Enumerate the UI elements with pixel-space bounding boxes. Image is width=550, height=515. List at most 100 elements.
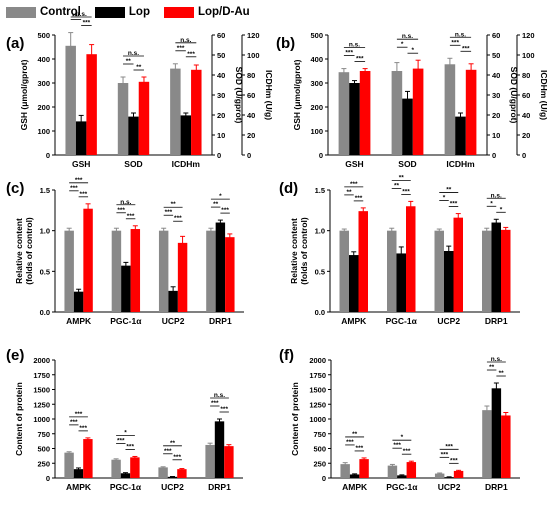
bar-lop-2 bbox=[167, 476, 178, 478]
x-tick-label: AMPK bbox=[66, 482, 92, 492]
y-tick-label: 500 bbox=[313, 445, 326, 454]
sig-label: ** bbox=[489, 364, 495, 371]
bar-lop-3 bbox=[491, 388, 502, 478]
sig-label: ** bbox=[136, 64, 142, 71]
bar-control-1 bbox=[387, 230, 397, 312]
sig-label: *** bbox=[164, 448, 172, 455]
right-y-tick-label-2: 120 bbox=[522, 31, 535, 40]
y-tick-label: 1.0 bbox=[315, 227, 325, 236]
y-tick-label: 2000 bbox=[33, 356, 50, 365]
y-tick-label: 200 bbox=[37, 103, 50, 112]
x-tick-label: UCP2 bbox=[437, 316, 460, 326]
y-tick-label: 400 bbox=[37, 55, 50, 64]
bar-control-3 bbox=[205, 444, 215, 478]
y-axis-label: GSH (μmol/gprot) bbox=[19, 59, 29, 130]
y-tick-label: 0 bbox=[319, 151, 323, 160]
bar-lopdau-2 bbox=[465, 69, 477, 155]
y-axis-label: Content of protein bbox=[14, 382, 24, 456]
sig-label: *** bbox=[355, 195, 363, 202]
sig-label: *** bbox=[211, 400, 219, 407]
right-y-tick-label: 60 bbox=[217, 31, 225, 40]
sig-label: *** bbox=[462, 45, 470, 52]
y-tick-label: 100 bbox=[310, 127, 323, 136]
x-tick-label: SOD bbox=[398, 159, 416, 169]
x-tick-label: AMPK bbox=[341, 316, 367, 326]
bar-lop-1 bbox=[397, 475, 407, 478]
sig-label: ** bbox=[399, 174, 405, 181]
sig-label: *** bbox=[127, 213, 135, 220]
sig-label: n.s. bbox=[180, 37, 191, 44]
bar-lop-0 bbox=[73, 469, 84, 478]
right-y-tick-label-2: 100 bbox=[522, 51, 535, 60]
y-tick-label: 250 bbox=[37, 459, 50, 468]
bar-lop-0 bbox=[349, 474, 360, 478]
sig-label: *** bbox=[346, 439, 354, 446]
sig-label: *** bbox=[83, 20, 91, 27]
bar-lopdau-0 bbox=[83, 439, 93, 478]
bar-lop-3 bbox=[215, 222, 226, 312]
x-tick-label: GSH bbox=[72, 159, 90, 169]
legend-label-lop: Lop bbox=[128, 6, 150, 18]
chart-panel-e: (e) 0 250 500 750 1000 1250 1500 1750 2000 Content… bbox=[6, 347, 243, 492]
right-y-tick-label: 50 bbox=[492, 51, 500, 60]
sig-label: * bbox=[443, 195, 446, 202]
sig-label: n.s. bbox=[455, 31, 466, 38]
y-axis-label: Content of protein bbox=[290, 382, 300, 456]
bar-control-1 bbox=[391, 71, 403, 155]
sig-label: *** bbox=[350, 181, 358, 188]
y-tick-label: 1750 bbox=[309, 371, 326, 380]
sig-label: *** bbox=[70, 185, 78, 192]
bar-control-1 bbox=[387, 465, 398, 478]
x-tick-label: DRP1 bbox=[485, 482, 508, 492]
right-y-tick-label: 30 bbox=[217, 91, 225, 100]
bar-control-0 bbox=[64, 230, 74, 312]
y-tick-label: 0.0 bbox=[315, 308, 325, 317]
sig-label: ** bbox=[171, 201, 177, 208]
y-tick-label: 0.5 bbox=[40, 267, 50, 276]
right-y-tick-label: 40 bbox=[492, 71, 500, 80]
panel-label: (e) bbox=[6, 347, 24, 364]
right-y-tick-label: 40 bbox=[217, 71, 225, 80]
y-tick-label: 1750 bbox=[33, 371, 50, 380]
bar-lopdau-0 bbox=[86, 54, 97, 156]
bar-lopdau-2 bbox=[453, 470, 464, 478]
sig-label: ** bbox=[446, 187, 452, 194]
right-y-tick-label-2: 60 bbox=[522, 91, 530, 100]
bar-lop-3 bbox=[491, 222, 501, 312]
bar-control-2 bbox=[170, 68, 181, 155]
panel-label: (c) bbox=[6, 180, 24, 197]
legend-item-lop-d-au: Lop/D-Au bbox=[163, 6, 250, 18]
x-tick-label: ICDHm bbox=[172, 159, 201, 169]
y-tick-label: 1500 bbox=[309, 386, 326, 395]
bar-lopdau-2 bbox=[453, 217, 463, 312]
sig-label: *** bbox=[220, 406, 228, 413]
right-y-tick-label: 20 bbox=[217, 111, 225, 120]
sig-label: *** bbox=[80, 191, 88, 198]
bar-control-2 bbox=[158, 467, 168, 478]
y-tick-label: 750 bbox=[313, 430, 326, 439]
sig-label: *** bbox=[177, 45, 185, 52]
y-tick-label: 0 bbox=[46, 474, 50, 483]
sig-label: ** bbox=[499, 370, 505, 377]
legend-label-lop-d-au: Lop/D-Au bbox=[197, 6, 250, 18]
sig-label: * bbox=[401, 41, 404, 48]
chart-panel-f: (f) 0 250 500 750 1000 1250 1500 1750 2000 Content… bbox=[279, 347, 520, 492]
bar-lopdau-3 bbox=[225, 237, 235, 312]
sig-label: *** bbox=[174, 215, 182, 222]
sig-label: ** bbox=[394, 182, 400, 189]
y-axis-label-line2: (folds of control) bbox=[299, 217, 309, 285]
legend-swatch-lop bbox=[94, 6, 125, 18]
bar-lopdau-3 bbox=[224, 446, 234, 478]
sig-label: *** bbox=[450, 201, 458, 208]
bar-lop-1 bbox=[121, 265, 131, 312]
sig-label: *** bbox=[445, 443, 453, 450]
sig-label: *** bbox=[117, 207, 125, 214]
sig-label: n.s. bbox=[491, 192, 502, 199]
chart-panel-d: (d) 0.0 0.5 1.0 1.5 Relative content (folds of… bbox=[279, 174, 520, 326]
right-y-tick-label-2: 60 bbox=[247, 91, 255, 100]
sig-label: * bbox=[219, 193, 222, 200]
sig-label: n.s. bbox=[349, 42, 360, 49]
bar-lopdau-1 bbox=[406, 206, 416, 312]
bar-lop-0 bbox=[73, 291, 84, 312]
